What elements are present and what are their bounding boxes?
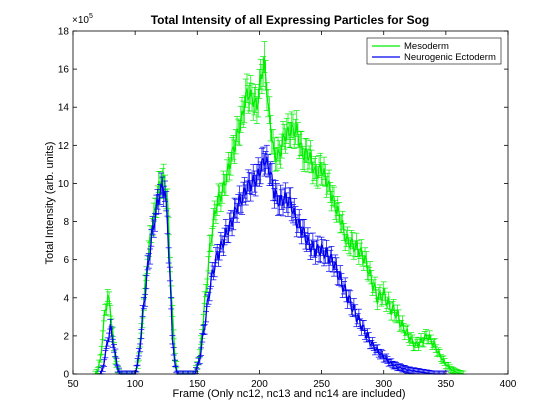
chart-title: Total Intensity of all Expressing Partic… bbox=[151, 13, 430, 27]
y-tick-label: 6 bbox=[63, 255, 69, 266]
x-tick-label: 300 bbox=[375, 379, 392, 390]
y-axis-multiplier: ×105 bbox=[72, 13, 93, 26]
x-axis-label: Frame (Only nc12, nc13 and nc14 are incl… bbox=[173, 388, 406, 400]
legend-box bbox=[366, 37, 502, 65]
ticks-layer: 50 100 150 200 250 300 350 400 0 2 4 6 8 10 12 14 16 18 bbox=[58, 27, 517, 391]
y-tick-label: 2 bbox=[63, 331, 69, 342]
y-tick-label: 18 bbox=[58, 27, 70, 38]
y-tick-label: 10 bbox=[58, 179, 70, 190]
series-line-neurogenic-ectoderm bbox=[99, 156, 446, 375]
x-tick-label: 100 bbox=[127, 379, 144, 390]
y-axis-label: Total Intensity (arb. units) bbox=[44, 142, 56, 265]
x-tick-label: 250 bbox=[313, 379, 330, 390]
x-tick-label: 400 bbox=[500, 379, 517, 390]
x-tick-label: 350 bbox=[438, 379, 455, 390]
legend-label-neurogenic-ectoderm: Neurogenic Ectoderm bbox=[404, 52, 496, 63]
y-multiplier-base: ×10 bbox=[72, 15, 89, 26]
y-tick-label: 12 bbox=[58, 141, 70, 152]
y-tick-label: 14 bbox=[58, 103, 70, 114]
plot-area-frame bbox=[72, 30, 509, 375]
series-neurogenic-ectoderm bbox=[97, 144, 449, 375]
y-tick-label: 8 bbox=[63, 217, 69, 228]
x-tick-label: 50 bbox=[67, 379, 79, 390]
x-tick-label: 200 bbox=[251, 379, 268, 390]
y-multiplier-exponent: 5 bbox=[89, 13, 93, 20]
y-tick-label: 16 bbox=[58, 65, 70, 76]
y-tick-label: 0 bbox=[63, 370, 69, 381]
x-tick-label: 150 bbox=[189, 379, 206, 390]
y-tick-label: 4 bbox=[63, 293, 69, 304]
legend: Mesoderm Neurogenic Ectoderm bbox=[366, 37, 502, 65]
legend-label-mesoderm: Mesoderm bbox=[404, 41, 449, 52]
series-layer bbox=[92, 41, 467, 375]
